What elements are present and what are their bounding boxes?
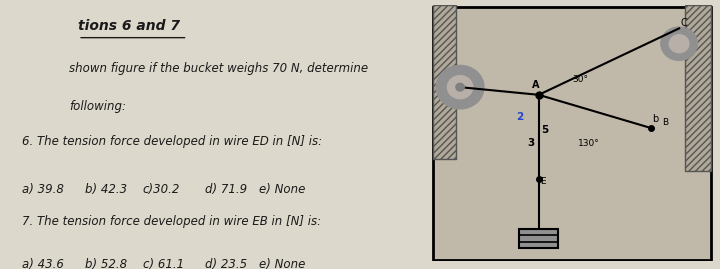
- Text: 3: 3: [528, 138, 535, 148]
- Text: B: B: [662, 118, 668, 128]
- Text: b: b: [652, 114, 659, 124]
- Text: c)30.2: c)30.2: [143, 183, 180, 196]
- Text: A: A: [531, 80, 539, 90]
- Text: a) 39.8: a) 39.8: [22, 183, 64, 196]
- Text: shown figure if the bucket weighs 70 N, determine: shown figure if the bucket weighs 70 N, …: [69, 62, 369, 75]
- Text: 6. The tension force developed in wire ED in [N] is:: 6. The tension force developed in wire E…: [22, 134, 323, 147]
- Text: 2: 2: [516, 112, 523, 122]
- Text: 30°: 30°: [572, 75, 588, 84]
- Circle shape: [661, 27, 698, 60]
- Text: E: E: [540, 177, 546, 186]
- Text: a) 43.6: a) 43.6: [22, 258, 64, 269]
- Text: 7. The tension force developed in wire EB in [N] is:: 7. The tension force developed in wire E…: [22, 215, 321, 228]
- Bar: [519, 229, 559, 248]
- Text: d) 23.5: d) 23.5: [205, 258, 248, 269]
- Circle shape: [436, 65, 484, 109]
- Text: 130°: 130°: [578, 139, 600, 148]
- Circle shape: [670, 35, 689, 53]
- Text: e) None: e) None: [259, 183, 305, 196]
- Text: c) 61.1: c) 61.1: [143, 258, 184, 269]
- Text: d) 71.9: d) 71.9: [205, 183, 248, 196]
- Text: following:: following:: [69, 100, 126, 112]
- Bar: [685, 5, 711, 172]
- Text: e) None: e) None: [259, 258, 305, 269]
- Circle shape: [456, 83, 464, 91]
- Text: 5: 5: [541, 125, 549, 135]
- Circle shape: [447, 76, 473, 99]
- Text: b) 42.3: b) 42.3: [85, 183, 127, 196]
- Text: tions 6 and 7: tions 6 and 7: [78, 19, 180, 33]
- Text: C: C: [680, 18, 688, 28]
- Bar: [433, 5, 456, 159]
- Text: b) 52.8: b) 52.8: [85, 258, 127, 269]
